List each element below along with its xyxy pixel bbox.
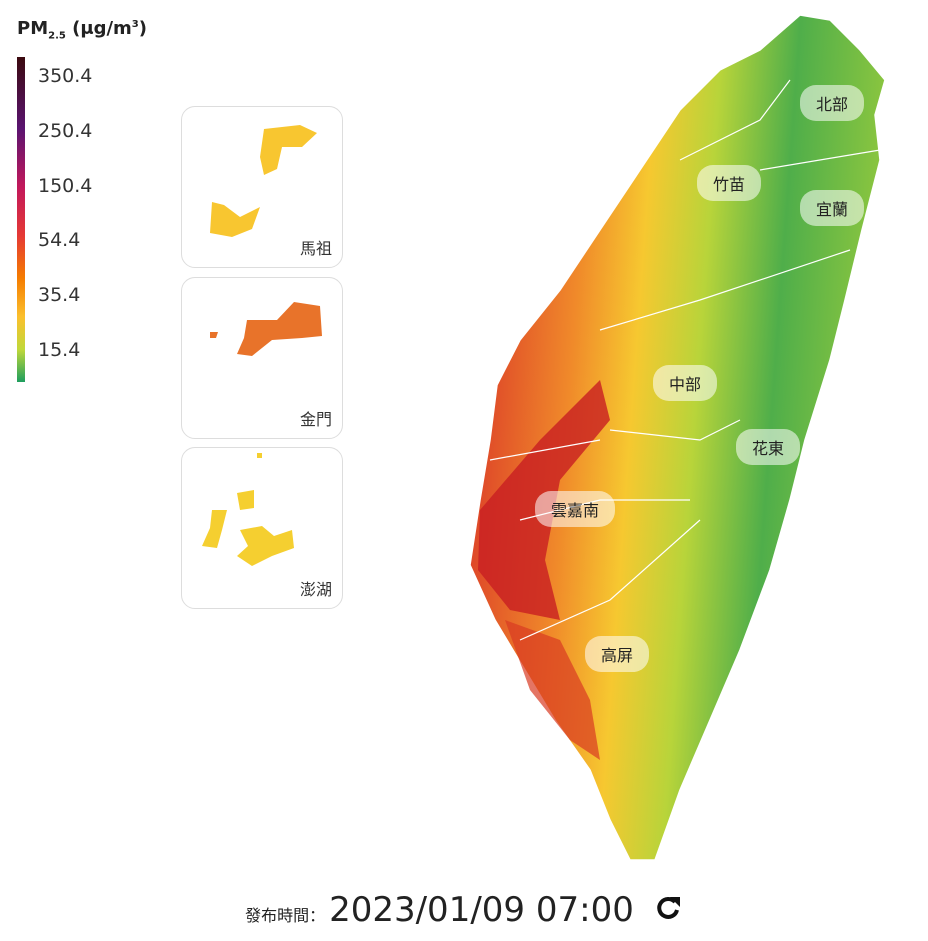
inset-label: 澎湖: [299, 580, 332, 599]
title-unit: (μg/m: [65, 18, 132, 39]
legend-level: 35.4: [38, 284, 81, 307]
region-label: 中部: [652, 365, 718, 401]
legend-level: 250.4: [38, 119, 93, 142]
legend-level: 15.4: [38, 339, 81, 361]
island: [202, 453, 294, 566]
color-bar: [17, 57, 25, 382]
region-label: 宜蘭: [799, 190, 865, 226]
footer-label: 發布時間：: [245, 906, 326, 925]
island: [210, 302, 322, 356]
legend-level: 54.4: [38, 229, 81, 252]
region-label: 花東: [735, 429, 801, 465]
title-sub: 2.5: [48, 30, 66, 42]
region-borders: [489, 79, 881, 641]
island: [210, 125, 317, 237]
footer: 發布時間： 2023/01/09 07:00: [0, 890, 928, 930]
title-sup: 3: [131, 19, 139, 30]
inset: 馬祖: [181, 106, 343, 268]
inset-label: 金門: [299, 410, 332, 429]
inset-map: [210, 302, 322, 356]
legend-level: 150.4: [38, 174, 93, 197]
region-label: 雲嘉南: [534, 491, 616, 527]
pollution-hotspot: [505, 620, 600, 760]
legend-level: 350.4: [38, 65, 93, 87]
inset: 金門: [181, 277, 343, 439]
legend-title: PM2.5 (μg/m3): [17, 18, 147, 42]
region-label: 竹苗: [696, 165, 762, 201]
title-close: ): [138, 18, 147, 39]
region-label: 高屏: [584, 636, 650, 672]
inset: 澎湖: [181, 447, 343, 609]
refresh-button[interactable]: [653, 893, 683, 923]
publish-time: 2023/01/09 07:00: [329, 890, 634, 930]
inset-map: [202, 453, 294, 566]
title-main: PM: [17, 18, 49, 39]
region-label: 北部: [799, 85, 865, 121]
inset-map: [210, 125, 317, 237]
inset-label: 馬祖: [299, 239, 332, 258]
